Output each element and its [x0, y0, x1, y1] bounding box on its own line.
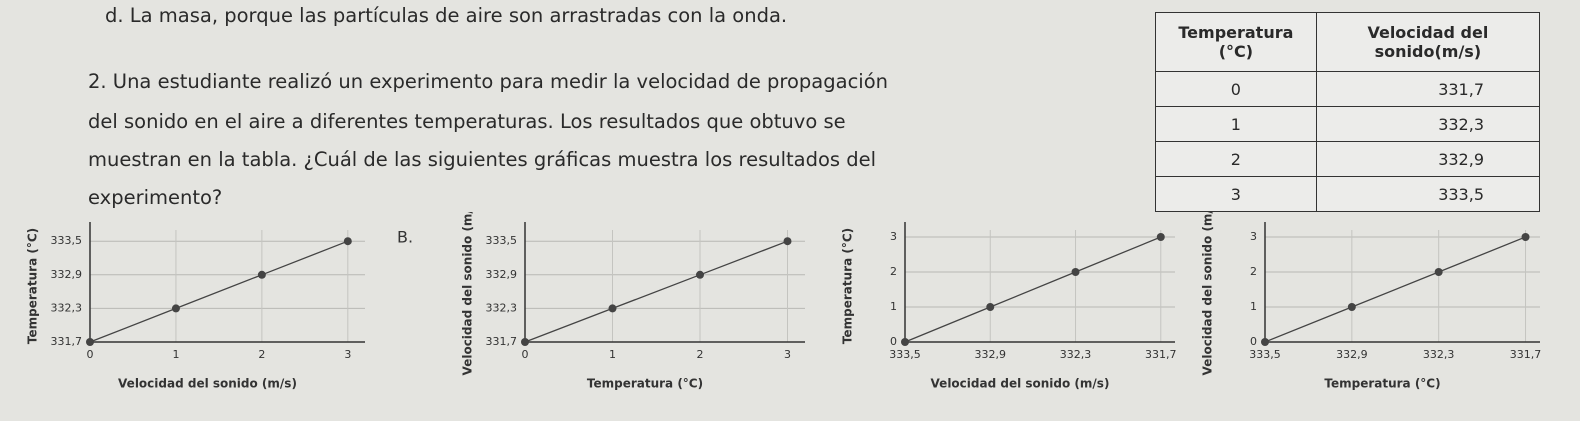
data-point — [86, 338, 94, 346]
x-axis-label: Velocidad del sonido (m/s) — [931, 377, 1110, 391]
data-point — [521, 338, 529, 346]
y-tick-label: 1 — [890, 300, 897, 313]
data-point — [1347, 303, 1356, 311]
x-tick-label: 332,9 — [1336, 348, 1368, 361]
header-cell: Velocidad del sonido(m/s) — [1315, 12, 1541, 72]
data-line — [524, 240, 788, 343]
x-tick-label: 332,3 — [1060, 348, 1092, 361]
x-tick-label: 332,3 — [1423, 348, 1455, 361]
cell: 3 — [1155, 176, 1317, 212]
x-tick-label: 331,7 — [1510, 348, 1542, 361]
header-cell: Temperatura (°C) — [1155, 12, 1317, 72]
x-tick-label: 3 — [784, 348, 791, 361]
x-tick-label: 0 — [522, 348, 529, 361]
data-line — [89, 240, 349, 343]
x-tick-label: 332,9 — [975, 348, 1007, 361]
y-tick-label: 333,5 — [486, 234, 518, 247]
y-tick-label: 0 — [1250, 335, 1257, 348]
data-point — [783, 237, 792, 246]
question-line: 2. Una estudiante realizó un experimento… — [88, 70, 889, 93]
x-tick-label: 333,5 — [889, 348, 921, 361]
cell: 332,3 — [1315, 106, 1541, 142]
y-tick-label: 331,7 — [486, 335, 518, 348]
data-table: Temperatura (°C) Velocidad del sonido(m/s… — [1155, 12, 1541, 212]
y-tick-label: 3 — [1250, 230, 1257, 243]
y-tick-label: 332,9 — [486, 268, 518, 281]
graph: B. 331,7 332,3 332,9 333,5 0 1 2 3 Velocidad del … — [397, 212, 805, 391]
y-tick-label: 0 — [890, 335, 897, 348]
y-tick-label: 333,5 — [51, 234, 83, 247]
y-tick-label: 2 — [890, 265, 897, 278]
data-point — [608, 304, 617, 313]
x-axis-label: Velocidad del sonido (m/s) — [118, 377, 297, 391]
data-line — [904, 236, 1162, 343]
cell: 0 — [1155, 71, 1317, 107]
x-tick-label: 2 — [258, 348, 265, 361]
y-axis-label: Velocidad del sonido (m/s) — [1201, 212, 1215, 375]
y-tick-label: 3 — [890, 230, 897, 243]
option-d: d. La masa, porque las partículas de air… — [105, 4, 788, 27]
option-letter: B. — [397, 228, 413, 247]
data-line — [1264, 236, 1526, 343]
graph: 0 1 2 3 333,5 332,9 332,3 331,7 Velocidad del so… — [1201, 212, 1542, 391]
y-axis-label: Temperatura (°C) — [26, 228, 40, 344]
y-tick-label: 332,3 — [51, 301, 83, 314]
x-tick-label: 331,7 — [1145, 348, 1177, 361]
x-tick-label: 3 — [344, 348, 351, 361]
data-point — [1071, 268, 1080, 276]
graph: 331,7 332,3 332,9 333,5 0 1 2 3 Temperatura (°C)… — [26, 222, 365, 391]
x-tick-label: 0 — [87, 348, 94, 361]
cell: 333,5 — [1315, 176, 1541, 212]
x-axis-label: Temperatura (°C) — [587, 377, 703, 391]
data-point — [1434, 268, 1443, 276]
y-tick-label: 332,3 — [486, 301, 518, 314]
question-line: experimento? — [88, 186, 223, 209]
data-point — [257, 270, 266, 279]
cell: 331,7 — [1315, 71, 1541, 107]
y-tick-label: 1 — [1250, 300, 1257, 313]
data-point — [171, 304, 180, 313]
data-point — [1521, 233, 1530, 241]
x-axis-label: Temperatura (°C) — [1324, 377, 1440, 391]
cell: 332,9 — [1315, 141, 1541, 177]
question-line: del sonido en el aire a diferentes tempe… — [88, 110, 846, 133]
data-point — [1261, 338, 1269, 346]
x-tick-label: 2 — [697, 348, 704, 361]
y-axis-label: Temperatura (°C) — [841, 228, 855, 344]
cell: 1 — [1155, 106, 1317, 142]
question-line: muestran en la tabla. ¿Cuál de las sigui… — [88, 148, 877, 171]
data-point — [696, 270, 704, 279]
y-tick-label: 331,7 — [51, 335, 83, 348]
y-tick-label: 332,9 — [51, 268, 83, 281]
x-tick-label: 1 — [172, 348, 179, 361]
y-tick-label: 2 — [1250, 265, 1257, 278]
x-tick-label: 333,5 — [1249, 348, 1281, 361]
x-tick-label: 1 — [609, 348, 616, 361]
data-point — [343, 237, 352, 246]
data-point — [1156, 233, 1165, 241]
data-point — [986, 303, 995, 311]
y-axis-label: Velocidad del sonido (m/s) — [461, 212, 475, 375]
graph: 0 1 2 3 333,5 332,9 332,3 331,7 Temperatura (°C)… — [841, 222, 1177, 391]
cell: 2 — [1155, 141, 1317, 177]
data-point — [901, 338, 909, 346]
